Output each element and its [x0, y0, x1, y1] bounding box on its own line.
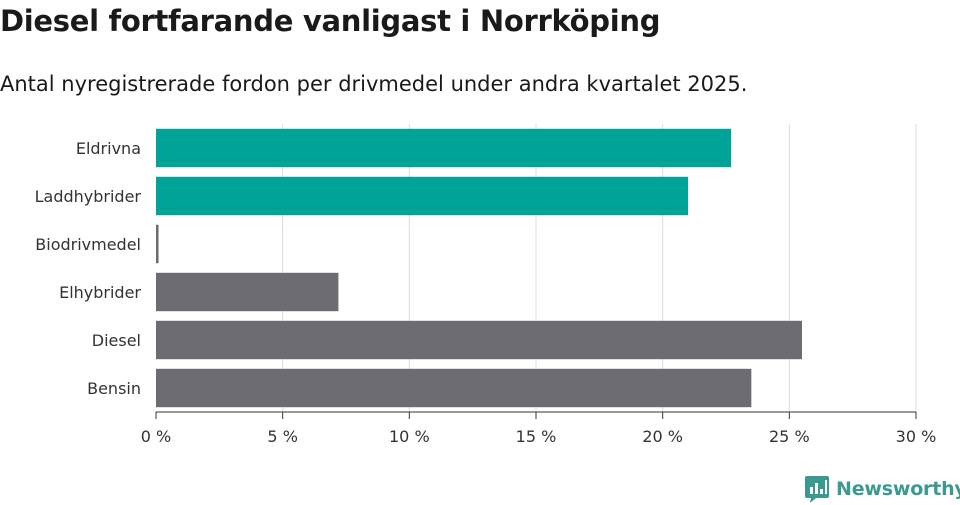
logo-text: Newsworthy — [836, 478, 960, 500]
bars — [156, 128, 802, 408]
category-label: Elhybrider — [59, 283, 141, 302]
x-tick-label: 10 % — [389, 427, 430, 446]
newsworthy-logo: Newsworthy — [804, 474, 960, 504]
bar-diesel — [156, 320, 802, 360]
category-label: Bensin — [87, 379, 141, 398]
bar-bensin — [156, 368, 752, 408]
x-tick-label: 0 % — [141, 427, 171, 446]
chart-title: Diesel fortfarande vanligast i Norrköpin… — [0, 4, 661, 38]
category-label: Laddhybrider — [35, 187, 142, 206]
x-tick-label: 5 % — [267, 427, 297, 446]
category-labels: Eldrivna Laddhybrider Biodrivmedel Elhybrid… — [35, 139, 142, 398]
bar-eldrivna — [156, 128, 732, 168]
x-tick-label: 30 % — [896, 427, 937, 446]
category-label: Biodrivmedel — [35, 235, 141, 254]
category-label: Diesel — [92, 331, 141, 350]
grid-lines — [282, 124, 917, 412]
bar-elhybrider — [156, 272, 339, 312]
x-axis: 0 % 5 % 10 % 15 % 20 % 25 % 30 % — [141, 411, 937, 446]
bar-laddhybrider — [156, 176, 688, 216]
bar-biodrivmedel — [156, 224, 159, 264]
newsworthy-logo-icon — [805, 476, 829, 503]
x-tick-label: 25 % — [769, 427, 810, 446]
chart-subtitle: Antal nyregistrerade fordon per drivmede… — [0, 72, 748, 96]
category-label: Eldrivna — [76, 139, 141, 158]
x-tick-label: 15 % — [516, 427, 557, 446]
x-tick-label: 20 % — [642, 427, 683, 446]
